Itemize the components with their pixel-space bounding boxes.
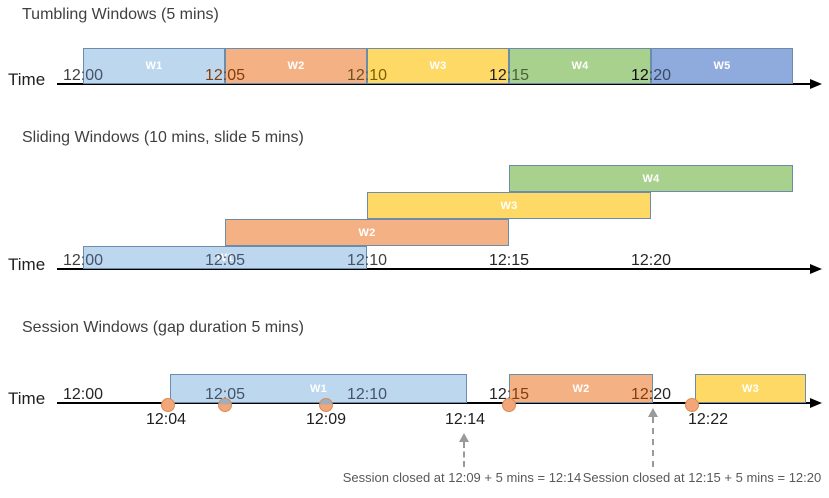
tick-text: :10 [364, 67, 388, 84]
tick-text: 12 [488, 67, 507, 84]
event-dot [685, 398, 699, 412]
window-box-label: W2 [287, 60, 305, 72]
tick-text: :00 [80, 386, 104, 403]
tick-label: 12:00 [63, 252, 103, 270]
event-time-label: 12:09 [305, 411, 347, 428]
timeline [57, 402, 812, 404]
session-close-arrow-tail [463, 442, 465, 467]
timeline-arrowhead-icon [810, 79, 822, 89]
tick-label: 12:00 [63, 386, 103, 404]
tick-label: 12:05 [205, 252, 245, 270]
window-box: W3 [367, 48, 509, 84]
timeline-arrowhead-icon [810, 398, 822, 408]
timeline [57, 268, 812, 270]
tick-label: 12:15 [489, 67, 529, 85]
window-box: W4 [509, 165, 793, 192]
tick-text: 12 [630, 386, 649, 403]
window-box: W2 [225, 219, 509, 246]
event-dot [502, 398, 516, 412]
tick-text: :00 [80, 252, 104, 269]
window-box: W1 [170, 374, 467, 403]
window-box: W1 [83, 246, 367, 269]
session-close-arrow-icon [459, 433, 469, 442]
tick-text: 12 [204, 386, 223, 403]
tick-text: :00 [80, 67, 104, 84]
tick-label: 12:20 [631, 386, 671, 404]
tick-label: 12:05 [205, 67, 245, 85]
timeline [57, 83, 812, 85]
session-close-caption: Session closed at 12:09 + 5 mins = 12:14 [342, 470, 582, 485]
window-box-label: W1 [216, 251, 234, 264]
sliding-section-title: Sliding Windows (10 mins, slide 5 mins) [22, 129, 304, 146]
timeline-arrowhead-icon [810, 264, 822, 274]
tick-text: 12 [630, 252, 649, 269]
tick-text: 12 [204, 252, 223, 269]
tick-text: 12 [62, 67, 81, 84]
tick-text: :20 [648, 386, 672, 403]
tick-text: :05 [222, 67, 246, 84]
window-box-label: W4 [571, 60, 589, 72]
session-section-title: Session Windows (gap duration 5 mins) [22, 319, 304, 336]
window-box: W3 [367, 192, 651, 219]
window-box: W2 [225, 48, 367, 84]
window-box-label: W5 [713, 60, 731, 72]
tick-text: :10 [364, 386, 388, 403]
event-dot [218, 398, 232, 412]
tick-text: 12 [488, 386, 507, 403]
tick-text: :15 [506, 252, 530, 269]
event-time-label: 12:04 [145, 411, 187, 428]
window-box: W3 [695, 374, 806, 403]
time-axis-label: Time [8, 255, 46, 274]
window-box-label: W2 [358, 226, 376, 239]
window-box: W5 [651, 48, 793, 84]
window-box-label: W2 [572, 382, 590, 395]
tick-text: 12 [346, 67, 365, 84]
window-box-label: W1 [309, 382, 328, 395]
time-axis-label: Time [8, 389, 46, 408]
window-box-label: W4 [642, 172, 660, 185]
tick-label: 12:15 [489, 252, 529, 270]
tick-text: :10 [364, 252, 388, 269]
window-box: W4 [509, 48, 651, 84]
tick-text: :20 [648, 252, 672, 269]
session-close-arrow-icon [648, 408, 658, 417]
tick-text: :15 [506, 67, 530, 84]
event-time-label: 12:14 [444, 411, 486, 428]
tick-text: 12 [204, 67, 223, 84]
tick-label: 12:20 [631, 252, 671, 270]
session-close-caption: Session closed at 12:15 + 5 mins = 12:20 [582, 470, 822, 485]
window-box-label: W3 [429, 60, 447, 72]
tick-label: 12:10 [347, 252, 387, 270]
window-box-label: W3 [500, 199, 518, 212]
window-box: W1 [83, 48, 225, 84]
tick-label: 12:10 [347, 67, 387, 85]
tick-text: 12 [62, 386, 81, 403]
event-time-label: 12:22 [687, 411, 729, 428]
tick-text: 12 [346, 252, 365, 269]
tumbling-section-title: Tumbling Windows (5 mins) [22, 6, 219, 23]
tick-label: 12:10 [347, 386, 387, 404]
window-box: W2 [509, 374, 653, 403]
time-axis-label: Time [8, 70, 46, 89]
tick-text: 12 [488, 252, 507, 269]
session-close-arrow-tail [652, 417, 654, 467]
window-box-label: W3 [741, 382, 760, 395]
tick-text: :20 [648, 67, 672, 84]
event-dot [319, 398, 333, 412]
tick-text: 12 [346, 386, 365, 403]
tick-text: :05 [222, 252, 246, 269]
tick-text: 12 [630, 67, 649, 84]
tick-label: 12:00 [63, 67, 103, 85]
window-box-label: W1 [145, 60, 163, 72]
tick-label: 12:20 [631, 67, 671, 85]
event-dot [161, 398, 175, 412]
tick-text: 12 [62, 252, 81, 269]
